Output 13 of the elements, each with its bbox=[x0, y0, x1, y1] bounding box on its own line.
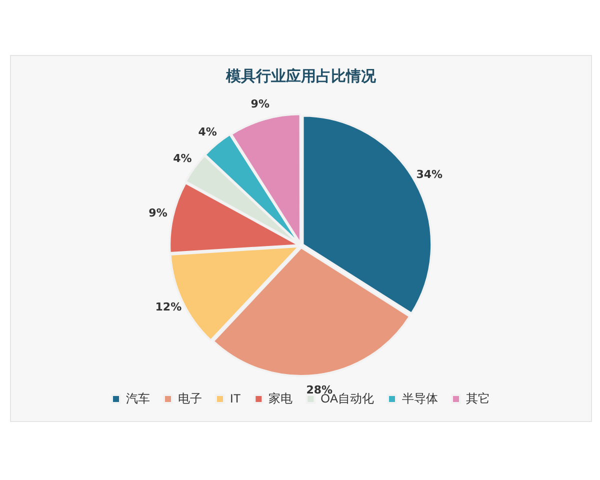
data-label: 9% bbox=[148, 206, 168, 220]
data-label: 9% bbox=[250, 98, 270, 111]
chart-title: 模具行业应用占比情况 bbox=[225, 66, 377, 85]
legend-label: 汽车 bbox=[126, 391, 150, 406]
legend-label: 其它 bbox=[466, 391, 490, 406]
legend-label: 家电 bbox=[268, 391, 293, 406]
legend-label: 电子 bbox=[178, 391, 202, 406]
data-label: 4% bbox=[173, 152, 192, 166]
legend-label: IT bbox=[230, 391, 242, 406]
data-label: 34% bbox=[416, 168, 443, 181]
data-label: 12% bbox=[155, 300, 182, 314]
data-label: 4% bbox=[198, 125, 217, 138]
legend-label: 半导体 bbox=[402, 391, 438, 406]
